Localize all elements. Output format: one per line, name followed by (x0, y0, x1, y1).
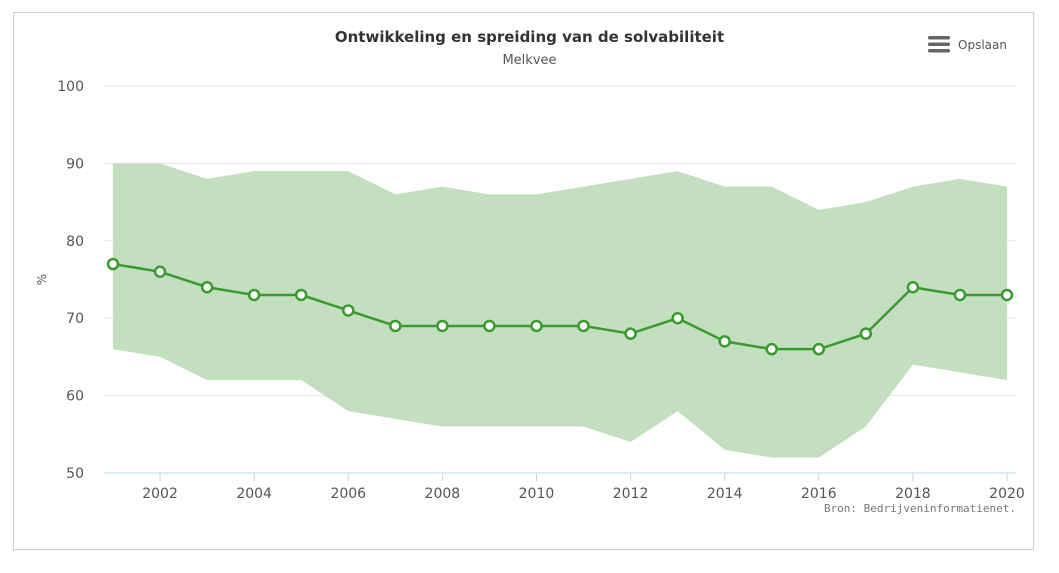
x-tick-label: 2004 (236, 486, 272, 502)
data-point (671, 311, 684, 325)
data-point (624, 327, 637, 340)
data-point (953, 288, 967, 302)
export-menu-button[interactable]: Opslaan (928, 36, 1007, 53)
data-point (765, 342, 778, 356)
data-point (153, 265, 167, 279)
x-tick-label: 2008 (425, 486, 461, 502)
data-point (106, 257, 120, 271)
data-point (577, 319, 590, 333)
export-menu-label: Opslaan (958, 37, 1007, 52)
x-tick-label: 2016 (801, 486, 837, 502)
x-tick-label: 2006 (330, 486, 366, 502)
data-point (906, 280, 920, 294)
chart-subtitle: Melkvee (502, 53, 557, 68)
x-tick-label: 2012 (613, 486, 649, 502)
data-point (200, 280, 214, 294)
y-tick-label: 100 (57, 79, 84, 95)
hamburger-menu-icon (928, 36, 950, 53)
data-point (530, 319, 543, 333)
x-tick-label: 2002 (142, 486, 178, 502)
range-band (113, 163, 1007, 458)
y-tick-label: 80 (66, 234, 84, 250)
y-axis-title: % (35, 274, 49, 285)
y-tick-label: 90 (66, 156, 84, 172)
source-credit: Bron: Bedrijveninformatienet. (823, 502, 1016, 515)
y-tick-label: 70 (66, 311, 84, 327)
data-point (1000, 288, 1014, 302)
data-point (342, 304, 355, 317)
chart-title: Ontwikkeling en spreiding van de solvabi… (334, 28, 725, 46)
x-tick-label: 2014 (707, 486, 743, 502)
data-point (812, 342, 826, 356)
data-point (389, 319, 402, 333)
data-point (294, 288, 308, 302)
x-tick-label: 2020 (989, 486, 1025, 502)
data-point (859, 327, 873, 340)
x-tick-label: 2010 (519, 486, 555, 502)
x-tick-label: 2018 (895, 486, 931, 502)
y-tick-label: 50 (66, 466, 84, 482)
series-line (112, 262, 1007, 351)
data-point (718, 335, 731, 348)
data-point (247, 288, 261, 302)
data-point (436, 319, 449, 333)
y-tick-label: 60 (66, 389, 84, 405)
data-point (483, 319, 496, 333)
